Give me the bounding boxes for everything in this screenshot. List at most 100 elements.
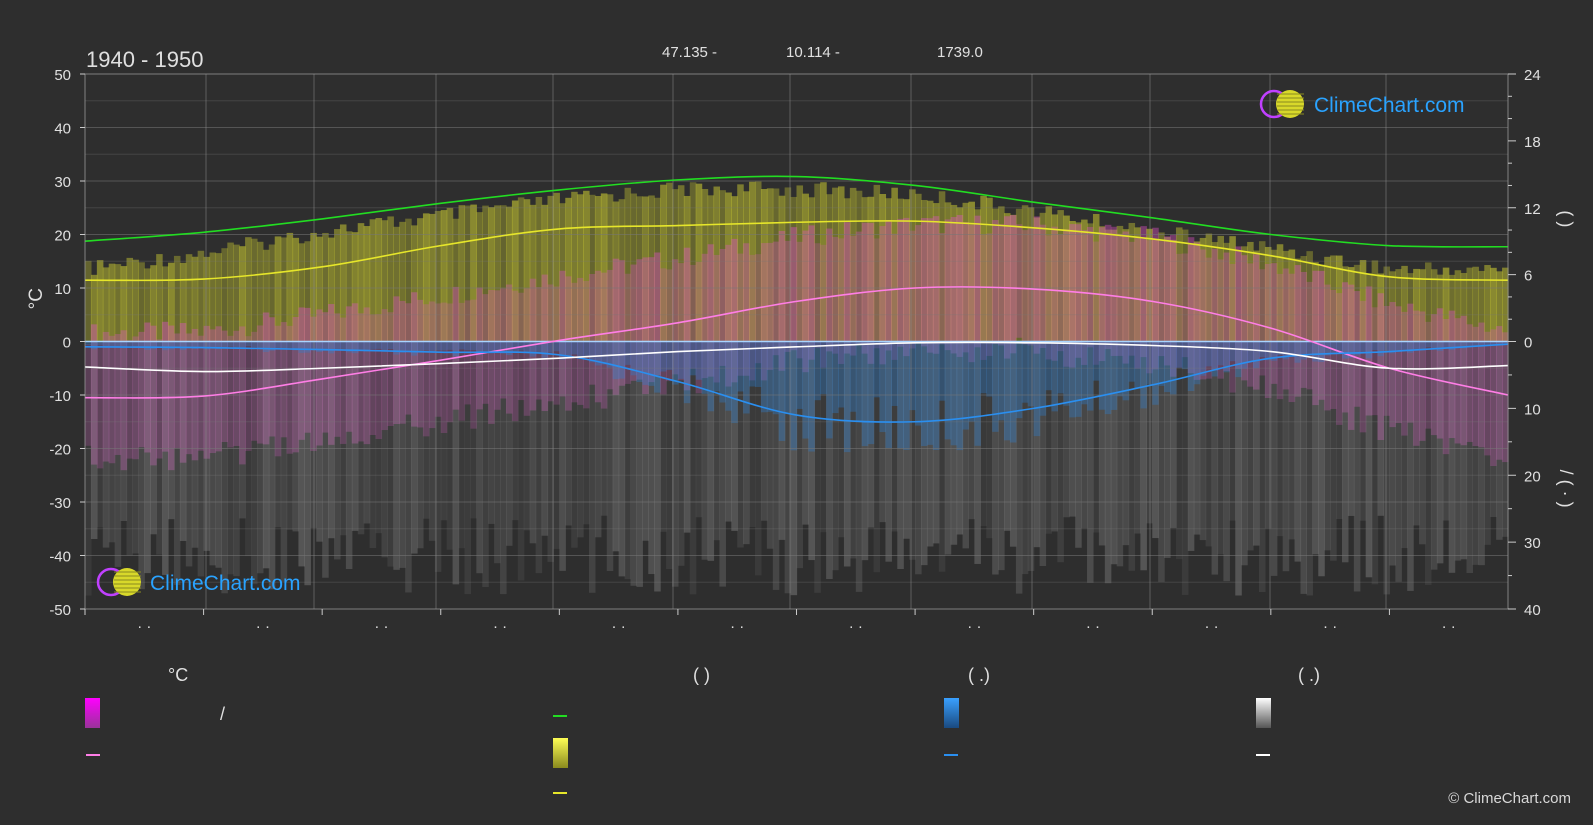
- snow-band: [500, 341, 507, 595]
- precipitation-band: [209, 341, 217, 349]
- sunshine-band: [114, 264, 122, 342]
- temperature-band: [1057, 234, 1064, 352]
- temperature-band: [547, 284, 555, 402]
- sunshine-band: [280, 237, 288, 342]
- sunshine-band: [588, 194, 596, 342]
- precipitation-band: [298, 341, 305, 353]
- snow-band: [1413, 341, 1420, 526]
- snow-band: [1442, 341, 1450, 521]
- sunshine-band: [897, 198, 904, 342]
- temperature-band: [292, 316, 300, 453]
- sunshine-band: [179, 262, 187, 342]
- sunshine-band: [517, 197, 525, 342]
- snow-band: [357, 341, 365, 535]
- snow-band: [1318, 341, 1325, 577]
- sunshine-band: [191, 256, 199, 342]
- snow-band: [553, 341, 560, 549]
- precipitation-band: [1419, 341, 1426, 351]
- snow-band: [1377, 341, 1385, 516]
- temperature-band: [1413, 310, 1420, 446]
- temperature-band: [1235, 246, 1242, 369]
- temperature-band: [713, 254, 721, 383]
- snow-band: [434, 341, 442, 572]
- precipitation-band: [1057, 341, 1064, 394]
- temperature-band: [375, 314, 383, 440]
- temperature-band: [1223, 252, 1230, 372]
- snow-band: [1419, 341, 1426, 545]
- legend-precip-mean-swatch: [944, 754, 958, 756]
- temperature-band: [1134, 238, 1141, 369]
- temperature-band: [500, 288, 507, 399]
- precipitation-band: [1193, 341, 1201, 385]
- snow-band: [369, 341, 377, 549]
- precipitation-band: [624, 341, 632, 365]
- precipitation-band: [814, 341, 821, 401]
- snow-band: [1383, 341, 1391, 595]
- sunshine-band: [1069, 220, 1076, 342]
- snow-band: [790, 341, 798, 596]
- sunshine-band: [345, 231, 353, 342]
- precipitation-band: [956, 341, 964, 451]
- snow-band: [1466, 341, 1474, 574]
- sunshine-band: [393, 226, 400, 342]
- precipitation-band: [464, 341, 471, 351]
- precipitation-band: [126, 341, 134, 347]
- sunshine-band: [1359, 260, 1367, 342]
- precipitation-band: [1069, 341, 1076, 418]
- precipitation-band: [926, 341, 934, 445]
- precipitation-band: [304, 341, 311, 353]
- snow-band: [921, 341, 928, 566]
- snow-band: [399, 341, 406, 568]
- precipitation-band: [541, 341, 549, 358]
- precipitation-band: [1004, 341, 1011, 441]
- sunshine-band: [1057, 210, 1064, 342]
- precipitation-band: [316, 341, 323, 352]
- right-bottom-tick-label: 10: [1524, 401, 1541, 418]
- sunshine-band: [1383, 266, 1391, 342]
- temperature-mean-line: [84, 286, 1509, 399]
- temperature-band: [138, 331, 145, 448]
- temperature-band: [671, 259, 679, 375]
- precipitation-band: [1134, 341, 1141, 389]
- snow-band: [992, 341, 999, 575]
- temperature-band: [956, 215, 964, 357]
- temperature-band: [1300, 271, 1308, 388]
- precipitation-band: [1413, 341, 1420, 351]
- temperature-band: [1460, 315, 1468, 446]
- precipitation-band: [197, 341, 205, 348]
- sunshine-band: [986, 197, 993, 342]
- snow-band: [452, 341, 460, 585]
- snow-band: [1395, 341, 1402, 582]
- snow-band: [1472, 341, 1479, 565]
- sunshine-band: [606, 194, 614, 342]
- snow-band: [1312, 341, 1319, 555]
- temperature-band: [879, 226, 887, 365]
- sunshine-band: [725, 192, 732, 342]
- temperature-band: [772, 241, 780, 356]
- temperature-band: [1383, 305, 1391, 416]
- sunshine-band: [843, 198, 851, 342]
- sunshine-band: [96, 260, 104, 342]
- snow-band: [932, 341, 940, 544]
- sunshine-band: [363, 226, 371, 342]
- temperature-band: [221, 330, 228, 443]
- sunshine-band: [1288, 249, 1296, 342]
- temperature-band: [1264, 263, 1272, 398]
- snow-band: [168, 341, 175, 520]
- sunshine-band: [915, 193, 922, 342]
- legend-temp-range-swatch: [85, 698, 100, 728]
- sunshine-band: [511, 200, 519, 342]
- temperature-band: [731, 238, 738, 383]
- snow-band: [1057, 341, 1064, 563]
- snow-band: [464, 341, 471, 595]
- snow-band: [363, 341, 371, 524]
- precipitation-band: [1371, 341, 1379, 351]
- sunshine-band: [428, 213, 436, 342]
- temperature-band: [926, 218, 934, 353]
- snow-band: [215, 341, 222, 568]
- temperature-band: [470, 299, 477, 429]
- watermark-bottom-sun-icon: [113, 568, 141, 596]
- precipitation-band: [843, 341, 851, 453]
- sunshine-band: [126, 257, 134, 342]
- snow-band: [713, 341, 721, 541]
